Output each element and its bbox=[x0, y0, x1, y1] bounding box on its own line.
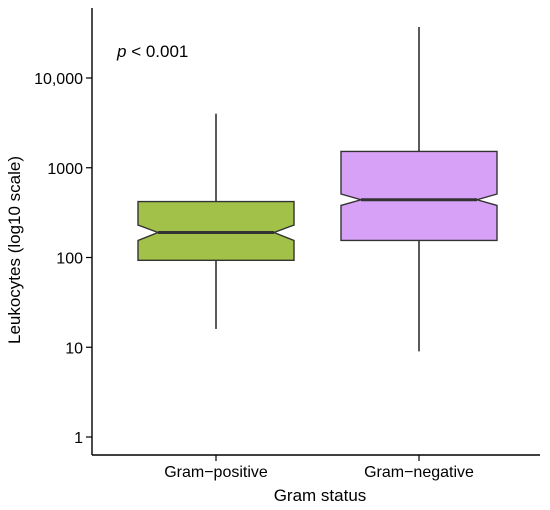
y-tick-label: 1 bbox=[74, 430, 83, 447]
p-value-annotation: p < 0.001 bbox=[116, 42, 188, 61]
x-tick-label: Gram−positive bbox=[164, 464, 268, 481]
boxes bbox=[137, 27, 498, 352]
y-tick-label: 10,000 bbox=[34, 71, 83, 88]
y-axis-title: Leukocytes (log10 scale) bbox=[5, 156, 24, 344]
box-body bbox=[137, 200, 295, 262]
y-axis: 1 10 100 1000 10,000 bbox=[34, 8, 93, 455]
y-tick-label: 1000 bbox=[47, 161, 83, 178]
x-axis: Gram−positive Gram−negative bbox=[92, 454, 540, 481]
y-tick-label: 10 bbox=[65, 340, 83, 357]
box-1 bbox=[340, 27, 498, 352]
p-symbol: p bbox=[116, 42, 126, 61]
x-axis-title: Gram status bbox=[274, 486, 367, 505]
box-body bbox=[340, 150, 498, 242]
p-value-text: < 0.001 bbox=[126, 42, 188, 61]
x-tick-label: Gram−negative bbox=[364, 464, 474, 481]
box-0 bbox=[137, 113, 295, 329]
y-tick-label: 100 bbox=[56, 251, 83, 268]
